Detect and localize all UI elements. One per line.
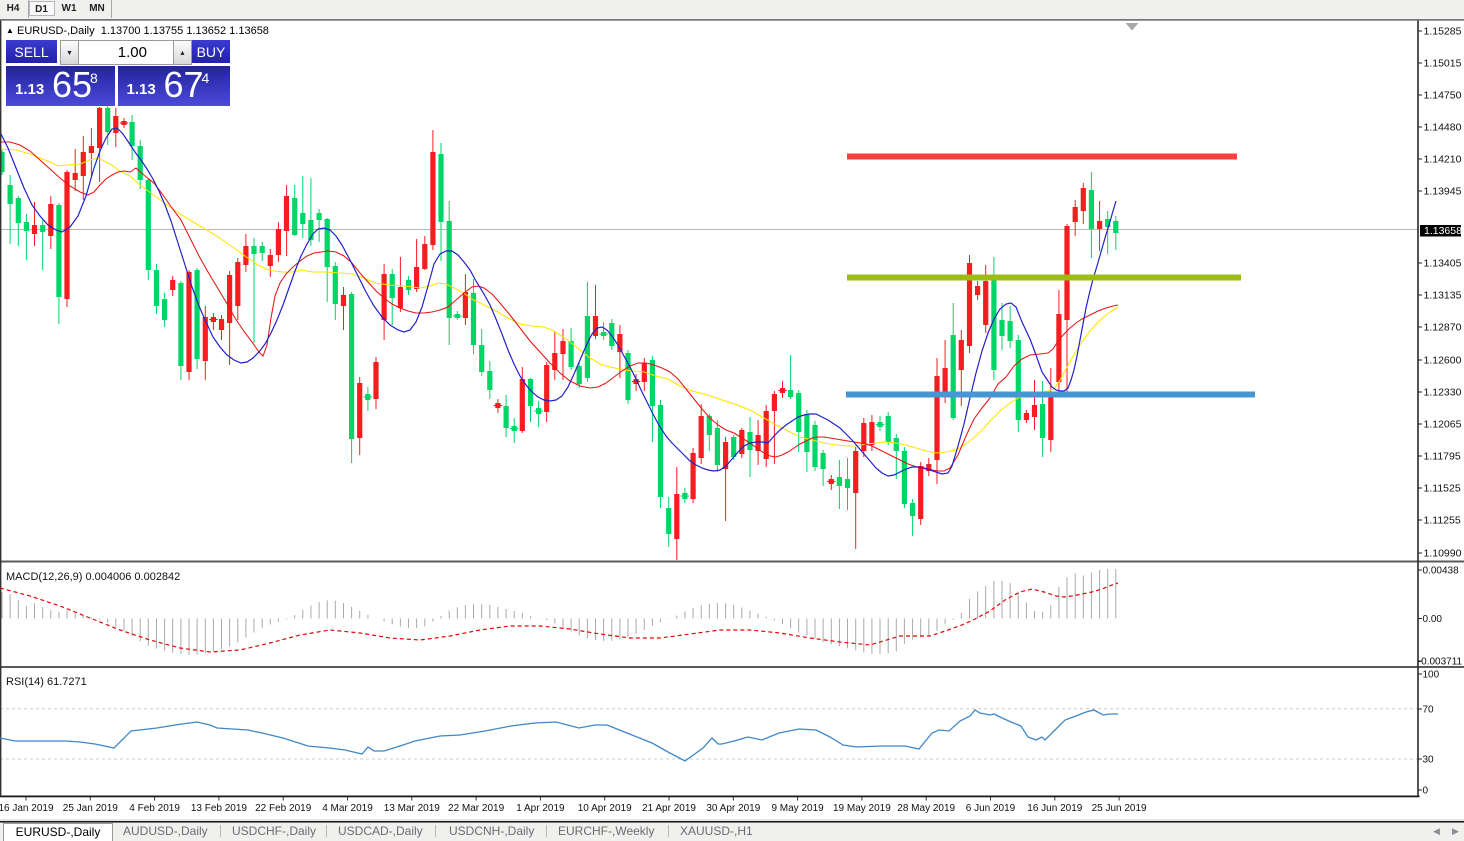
svg-text:1.12065: 1.12065 — [1424, 419, 1462, 431]
svg-text:1.13135: 1.13135 — [1424, 290, 1462, 302]
svg-text:1.11255: 1.11255 — [1424, 515, 1461, 527]
svg-text:0.00: 0.00 — [1423, 614, 1443, 625]
svg-text:1.12870: 1.12870 — [1424, 322, 1462, 334]
svg-text:1.14750: 1.14750 — [1424, 90, 1462, 102]
svg-text:1.15285: 1.15285 — [1424, 26, 1462, 38]
svg-text:0.00438: 0.00438 — [1423, 566, 1460, 577]
svg-text:1.10990: 1.10990 — [1424, 548, 1462, 560]
svg-text:25 Jan 2019: 25 Jan 2019 — [63, 803, 118, 814]
svg-text:22 Feb 2019: 22 Feb 2019 — [255, 803, 312, 814]
svg-text:1 Apr 2019: 1 Apr 2019 — [516, 803, 565, 814]
svg-text:100: 100 — [1423, 670, 1440, 681]
svg-text:30: 30 — [1423, 755, 1435, 766]
svg-text:16 Jun 2019: 16 Jun 2019 — [1027, 803, 1082, 814]
svg-text:1.12330: 1.12330 — [1424, 387, 1462, 399]
svg-text:13 Mar 2019: 13 Mar 2019 — [384, 803, 441, 814]
svg-text:1.13658: 1.13658 — [1424, 225, 1462, 237]
svg-text:1.15015: 1.15015 — [1424, 58, 1462, 70]
svg-text:-0.003711: -0.003711 — [1418, 657, 1463, 668]
svg-text:6 Jun 2019: 6 Jun 2019 — [966, 803, 1016, 814]
svg-text:16 Jan 2019: 16 Jan 2019 — [0, 803, 54, 814]
svg-text:4 Feb 2019: 4 Feb 2019 — [129, 803, 180, 814]
svg-text:0: 0 — [1423, 786, 1429, 797]
svg-text:1.14480: 1.14480 — [1424, 122, 1462, 134]
svg-text:MACD(12,26,9) 0.004006 0.00284: MACD(12,26,9) 0.004006 0.002842 — [6, 571, 180, 583]
svg-text:1.14210: 1.14210 — [1424, 154, 1462, 166]
svg-text:4 Mar 2019: 4 Mar 2019 — [322, 803, 373, 814]
svg-text:13 Feb 2019: 13 Feb 2019 — [191, 803, 248, 814]
svg-text:22 Mar 2019: 22 Mar 2019 — [448, 803, 505, 814]
svg-text:28 May 2019: 28 May 2019 — [897, 803, 955, 814]
svg-text:19 May 2019: 19 May 2019 — [833, 803, 891, 814]
svg-text:9 May 2019: 9 May 2019 — [771, 803, 824, 814]
svg-text:21 Apr 2019: 21 Apr 2019 — [642, 803, 696, 814]
svg-text:1.13405: 1.13405 — [1424, 258, 1462, 270]
svg-text:1.12600: 1.12600 — [1424, 355, 1462, 367]
svg-text:30 Apr 2019: 30 Apr 2019 — [706, 803, 760, 814]
svg-text:1.11525: 1.11525 — [1424, 483, 1461, 495]
svg-text:10 Apr 2019: 10 Apr 2019 — [578, 803, 632, 814]
svg-text:25 Jun 2019: 25 Jun 2019 — [1092, 803, 1147, 814]
svg-text:RSI(14) 61.7271: RSI(14) 61.7271 — [6, 676, 87, 688]
svg-text:70: 70 — [1423, 705, 1435, 716]
svg-text:1.11795: 1.11795 — [1424, 451, 1461, 463]
svg-text:1.13945: 1.13945 — [1424, 186, 1462, 198]
